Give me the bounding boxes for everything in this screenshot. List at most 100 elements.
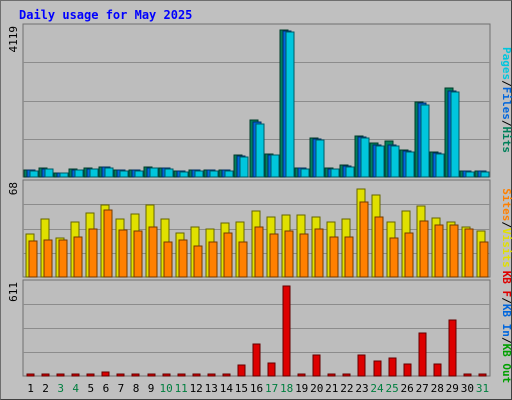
bar-kb-f-day-23 (357, 354, 366, 377)
bar-sites-day-3 (58, 239, 68, 278)
bar-sites-day-11 (178, 239, 188, 278)
bar-pages-day-24 (375, 145, 385, 178)
bar-pages-day-3 (59, 172, 69, 178)
bar-pages-day-18 (285, 31, 295, 178)
legend-item: / (500, 120, 512, 127)
day-label-28: 28 (431, 382, 444, 395)
bar-kb-f-day-10 (162, 373, 171, 377)
bar-pages-day-2 (44, 168, 54, 178)
bar-pages-day-14 (224, 170, 234, 178)
bar-sites-day-1 (28, 240, 38, 278)
day-label-6: 6 (103, 382, 110, 395)
bar-kb-f-day-20 (312, 354, 321, 377)
bar-sites-day-8 (133, 230, 143, 278)
bar-pages-day-31 (480, 171, 490, 178)
day-label-8: 8 (133, 382, 140, 395)
day-label-18: 18 (280, 382, 293, 395)
day-label-20: 20 (310, 382, 323, 395)
day-label-25: 25 (385, 382, 398, 395)
day-label-4: 4 (72, 382, 79, 395)
bar-pages-day-12 (194, 170, 204, 178)
day-label-24: 24 (370, 382, 384, 395)
peak-label: 68 (7, 182, 20, 195)
bar-sites-day-12 (193, 245, 203, 278)
legend-item: KB Out (500, 344, 512, 384)
bar-kb-f-day-5 (86, 373, 95, 377)
peak-label: 4119 (7, 26, 20, 53)
bar-kb-f-day-22 (342, 373, 351, 377)
bar-kb-f-day-11 (177, 373, 186, 377)
bar-pages-day-1 (29, 170, 39, 178)
bar-kb-f-day-4 (71, 373, 80, 377)
day-label-1: 1 (27, 382, 34, 395)
day-label-29: 29 (446, 382, 459, 395)
bar-sites-day-10 (163, 241, 173, 278)
bar-sites-day-19 (299, 233, 309, 278)
bar-pages-day-6 (104, 167, 114, 178)
bar-kb-f-day-19 (297, 373, 306, 377)
day-label-11: 11 (175, 382, 188, 395)
bar-pages-day-19 (300, 168, 310, 178)
bar-sites-day-24 (374, 216, 384, 278)
bar-kb-f-day-17 (267, 362, 276, 377)
legend-item: KB In (500, 304, 512, 337)
bar-kb-f-day-27 (418, 332, 427, 377)
bar-sites-day-15 (238, 241, 248, 278)
bar-pages-day-25 (390, 145, 400, 178)
bar-pages-day-8 (134, 170, 144, 178)
legend-item: Hits (500, 127, 512, 154)
day-label-26: 26 (400, 382, 413, 395)
bar-pages-day-21 (330, 168, 340, 178)
day-label-9: 9 (148, 382, 155, 395)
day-label-16: 16 (250, 382, 263, 395)
bar-pages-day-22 (345, 166, 355, 178)
bar-kb-f-day-3 (56, 373, 65, 377)
bar-sites-day-30 (464, 228, 474, 278)
day-label-10: 10 (159, 382, 172, 395)
bar-kb-f-day-30 (463, 373, 472, 377)
peak-label: 611 (7, 282, 20, 302)
bar-pages-day-5 (89, 168, 99, 178)
bar-kb-f-day-2 (41, 373, 50, 377)
bar-kb-f-day-15 (237, 364, 246, 377)
day-label-12: 12 (190, 382, 203, 395)
bar-sites-day-28 (434, 224, 444, 278)
bar-sites-day-6 (103, 209, 113, 278)
bar-pages-day-16 (255, 123, 265, 178)
day-label-22: 22 (340, 382, 353, 395)
bar-sites-day-2 (43, 239, 53, 278)
bar-kb-f-day-9 (147, 373, 156, 377)
bar-kb-f-day-16 (252, 343, 261, 377)
bar-sites-day-17 (269, 233, 279, 278)
bar-pages-day-10 (164, 168, 174, 178)
legend-item: Sites (500, 188, 512, 221)
legend-bottom: KB F/KB In/KB Out (500, 271, 512, 384)
day-label-27: 27 (416, 382, 429, 395)
day-label-17: 17 (265, 382, 278, 395)
bar-pages-day-29 (450, 91, 460, 178)
legend-item: Pages (500, 47, 512, 80)
bar-sites-day-9 (148, 226, 158, 278)
bar-kb-f-day-7 (116, 373, 125, 377)
day-label-13: 13 (205, 382, 218, 395)
bar-sites-day-16 (254, 226, 264, 278)
bar-pages-day-4 (74, 169, 84, 178)
bar-sites-day-31 (479, 241, 489, 278)
bar-sites-day-18 (284, 230, 294, 278)
bar-pages-day-20 (315, 139, 325, 178)
day-label-31: 31 (476, 382, 489, 395)
day-label-30: 30 (461, 382, 474, 395)
bar-sites-day-26 (404, 232, 414, 278)
bar-kb-f-day-12 (192, 373, 201, 377)
day-label-15: 15 (235, 382, 248, 395)
bar-kb-f-day-6 (101, 371, 110, 377)
bar-sites-day-7 (118, 229, 128, 278)
bar-sites-day-4 (73, 236, 83, 278)
bar-pages-day-23 (360, 137, 370, 178)
bar-pages-day-27 (420, 104, 430, 178)
legend-item: / (500, 80, 512, 87)
bar-kb-f-day-14 (222, 373, 231, 377)
legend-item: Files (500, 87, 512, 120)
bar-kb-f-day-13 (207, 373, 216, 377)
